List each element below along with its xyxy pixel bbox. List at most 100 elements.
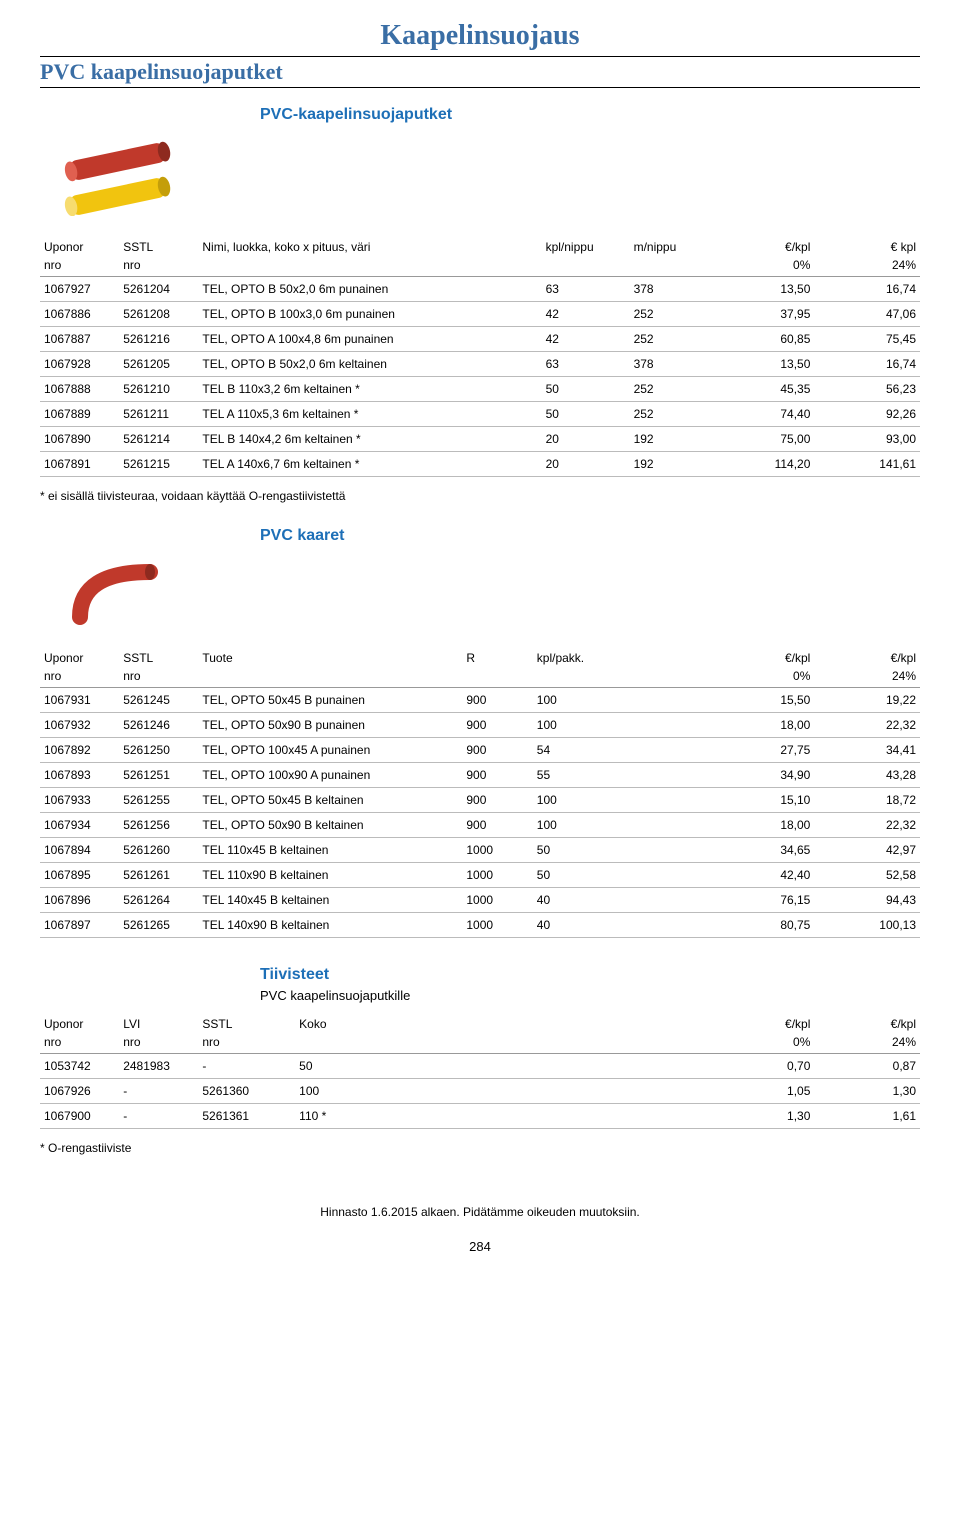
section3-heading: Tiivisteet bbox=[260, 966, 920, 984]
table-cell: 1067889 bbox=[40, 402, 119, 427]
table-cell: 47,06 bbox=[814, 302, 920, 327]
table-cell: 5261261 bbox=[119, 863, 198, 888]
table-cell: 1067887 bbox=[40, 327, 119, 352]
table-cell: 141,61 bbox=[814, 452, 920, 477]
table-cell: 42 bbox=[542, 327, 630, 352]
section-tiivisteet: Tiivisteet PVC kaapelinsuojaputkille Upo… bbox=[40, 966, 920, 1155]
table-cell: 1067894 bbox=[40, 838, 119, 863]
table-cell: 900 bbox=[462, 713, 532, 738]
table-cell: 1067886 bbox=[40, 302, 119, 327]
table-cell: 50 bbox=[295, 1054, 717, 1079]
table-cell: 1067932 bbox=[40, 713, 119, 738]
table-row: 10678935261251TEL, OPTO 100x90 A punaine… bbox=[40, 763, 920, 788]
table-cell: 1067933 bbox=[40, 788, 119, 813]
table-cell: 900 bbox=[462, 813, 532, 838]
table-cell: 1000 bbox=[462, 838, 532, 863]
table-cell: 40 bbox=[533, 913, 718, 938]
table-cell: 1067900 bbox=[40, 1104, 119, 1129]
table-cell: TEL, OPTO 50x90 B keltainen bbox=[198, 813, 462, 838]
table-cell: 5261256 bbox=[119, 813, 198, 838]
pipes-icon bbox=[60, 136, 180, 216]
table-cell: 50 bbox=[533, 863, 718, 888]
table-cell: 1,05 bbox=[718, 1079, 815, 1104]
table-row: 1067900-5261361110 *1,301,61 bbox=[40, 1104, 920, 1129]
th2-eurkpl24-sub: 24% bbox=[814, 669, 920, 688]
table-cell: 5261265 bbox=[119, 913, 198, 938]
table-cell: 100 bbox=[533, 688, 718, 713]
table-cell: 100 bbox=[533, 713, 718, 738]
table-cell: 34,90 bbox=[718, 763, 815, 788]
table-cell: TEL, OPTO 50x90 B punainen bbox=[198, 713, 462, 738]
table-cell: 76,15 bbox=[718, 888, 815, 913]
section-pvc-kaapelinsuojaputket: PVC-kaapelinsuojaputket Uponor SSTL Ni bbox=[40, 106, 920, 503]
table-cell: 15,10 bbox=[718, 788, 815, 813]
th-sstl: SSTL bbox=[119, 236, 198, 258]
th3-eurkpl0-sub: 0% bbox=[718, 1035, 815, 1054]
table-row: 10678945261260TEL 110x45 B keltainen1000… bbox=[40, 838, 920, 863]
table-cell: 42 bbox=[542, 302, 630, 327]
th3-sstl-sub: nro bbox=[198, 1035, 295, 1054]
page-title: Kaapelinsuojaus bbox=[40, 20, 920, 57]
th2-r: R bbox=[462, 647, 532, 669]
table-cell: TEL, OPTO 50x45 B punainen bbox=[198, 688, 462, 713]
table-cell: 75,00 bbox=[718, 427, 815, 452]
table-cell: 63 bbox=[542, 277, 630, 302]
table-cell: 1067896 bbox=[40, 888, 119, 913]
table-cell: 5261246 bbox=[119, 713, 198, 738]
section1-footnote: * ei sisällä tiivisteuraa, voidaan käytt… bbox=[40, 489, 920, 503]
table-cell: 1000 bbox=[462, 863, 532, 888]
table-cell: 900 bbox=[462, 738, 532, 763]
table-cell: 100 bbox=[295, 1079, 717, 1104]
th2-sstl-sub: nro bbox=[119, 669, 198, 688]
table-row: 10679345261256TEL, OPTO 50x90 B keltaine… bbox=[40, 813, 920, 838]
table-cell: 252 bbox=[630, 377, 718, 402]
section3-footnote: * O-rengastiiviste bbox=[40, 1141, 920, 1155]
table-cell: 55 bbox=[533, 763, 718, 788]
table-cell: 5261205 bbox=[119, 352, 198, 377]
table-row: 10678895261211TEL A 110x5,3 6m keltainen… bbox=[40, 402, 920, 427]
table-row: 10679335261255TEL, OPTO 50x45 B keltaine… bbox=[40, 788, 920, 813]
table-cell: 19,22 bbox=[814, 688, 920, 713]
table-cell: 5261216 bbox=[119, 327, 198, 352]
th-sstl-sub: nro bbox=[119, 258, 198, 277]
table-section3: Uponor LVI SSTL Koko €/kpl €/kpl nro nro… bbox=[40, 1013, 920, 1129]
section3-subnote: PVC kaapelinsuojaputkille bbox=[260, 988, 920, 1003]
table-cell: TEL, OPTO 100x90 A punainen bbox=[198, 763, 462, 788]
table-cell: 52,58 bbox=[814, 863, 920, 888]
table-cell: 5261264 bbox=[119, 888, 198, 913]
table-cell: 378 bbox=[630, 277, 718, 302]
table-row: 10678955261261TEL 110x90 B keltainen1000… bbox=[40, 863, 920, 888]
table-cell: TEL, OPTO 50x45 B keltainen bbox=[198, 788, 462, 813]
table-cell: 5261260 bbox=[119, 838, 198, 863]
page-subtitle: PVC kaapelinsuojaputket bbox=[40, 59, 920, 88]
table-row: 10678975261265TEL 140x90 B keltainen1000… bbox=[40, 913, 920, 938]
table-row: 10678965261264TEL 140x45 B keltainen1000… bbox=[40, 888, 920, 913]
table-cell: 1067891 bbox=[40, 452, 119, 477]
table-section1: Uponor SSTL Nimi, luokka, koko x pituus,… bbox=[40, 236, 920, 477]
table-cell: 1067897 bbox=[40, 913, 119, 938]
table-cell: TEL A 140x6,7 6m keltainen * bbox=[198, 452, 541, 477]
table-cell: 13,50 bbox=[718, 352, 815, 377]
table-cell: 900 bbox=[462, 788, 532, 813]
table-cell: 1067888 bbox=[40, 377, 119, 402]
table-cell: 5261245 bbox=[119, 688, 198, 713]
table-cell: TEL 140x90 B keltainen bbox=[198, 913, 462, 938]
table-cell: 1,61 bbox=[814, 1104, 920, 1129]
table-cell: TEL, OPTO A 100x4,8 6m punainen bbox=[198, 327, 541, 352]
table-cell: TEL, OPTO B 50x2,0 6m keltainen bbox=[198, 352, 541, 377]
table-row: 10678875261216TEL, OPTO A 100x4,8 6m pun… bbox=[40, 327, 920, 352]
th2-uponor-sub: nro bbox=[40, 669, 119, 688]
table-cell: 252 bbox=[630, 327, 718, 352]
table-cell: 110 * bbox=[295, 1104, 717, 1129]
page-number: 284 bbox=[40, 1239, 920, 1254]
table-cell: 1067890 bbox=[40, 427, 119, 452]
table-cell: 5261208 bbox=[119, 302, 198, 327]
table-cell: 5261215 bbox=[119, 452, 198, 477]
th-uponor: Uponor bbox=[40, 236, 119, 258]
table-cell: 1067895 bbox=[40, 863, 119, 888]
th3-eurkpl0: €/kpl bbox=[718, 1013, 815, 1035]
table-cell: 252 bbox=[630, 402, 718, 427]
table-row: 10678865261208TEL, OPTO B 100x3,0 6m pun… bbox=[40, 302, 920, 327]
table-row: 10678885261210TEL B 110x3,2 6m keltainen… bbox=[40, 377, 920, 402]
table-cell: 114,20 bbox=[718, 452, 815, 477]
